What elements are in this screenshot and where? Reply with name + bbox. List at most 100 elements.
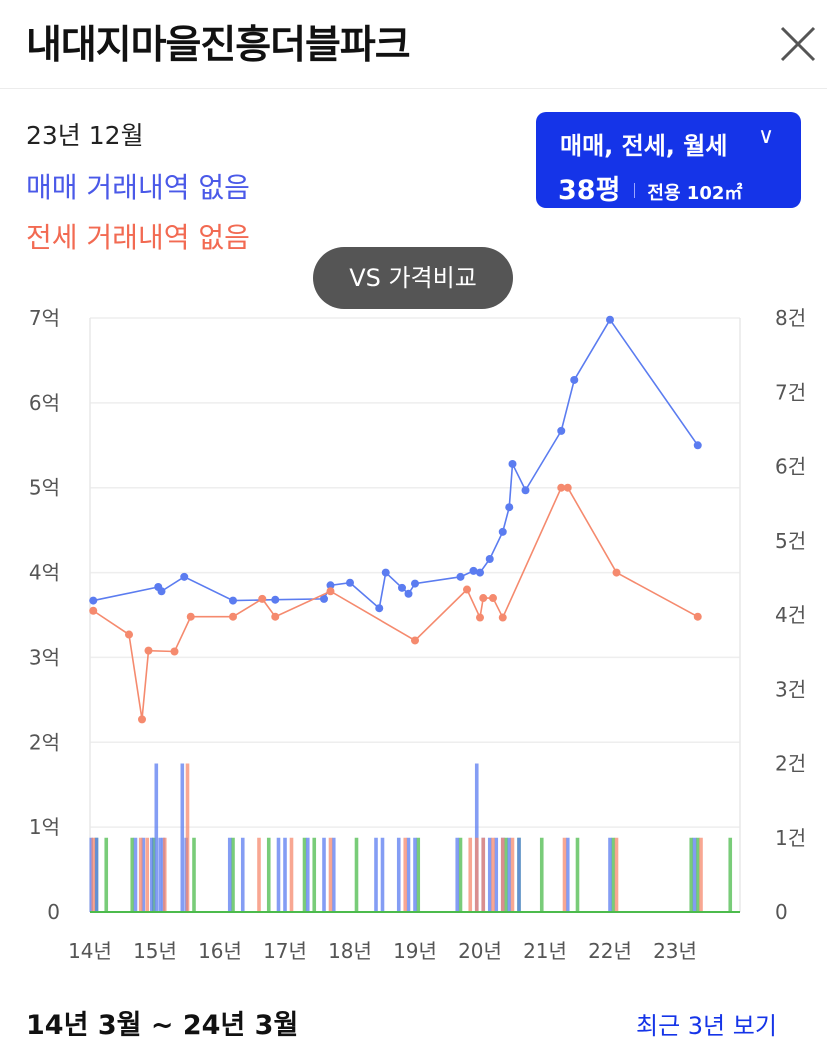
volume-bar-jeonse — [162, 837, 167, 912]
y-right-tick-label: 3건 — [775, 677, 806, 701]
header: 내대지마을진흥더블파크 — [0, 0, 827, 89]
pyeong-label: 38평 — [558, 175, 621, 206]
data-point-jeonse — [271, 612, 280, 621]
volume-bar-sale — [180, 763, 185, 912]
data-point-sale — [411, 579, 419, 588]
volume-bar-sale — [322, 837, 326, 912]
data-point-jeonse — [479, 594, 488, 603]
volume-bar-jeonse — [328, 837, 333, 912]
volume-bar-sale — [380, 837, 385, 912]
data-point-sale — [375, 604, 384, 613]
volume-bar-monthly — [130, 837, 135, 912]
volume-bar-jeonse — [562, 837, 567, 912]
y-left-tick-label: 2억 — [29, 730, 60, 754]
volume-bar-sale — [158, 837, 162, 912]
volume-bar-sale — [374, 837, 378, 912]
date-range: 14년 3월 ~ 24년 3월 — [26, 1010, 299, 1041]
data-point-jeonse — [125, 630, 133, 639]
data-point-sale — [693, 441, 702, 450]
x-tick-label: 22년 — [588, 939, 632, 963]
volume-bar-jeonse — [257, 837, 261, 912]
volume-bar-jeonse — [491, 837, 495, 912]
volume-bar-sale — [396, 837, 401, 912]
y-left-tick-label: 4억 — [29, 561, 60, 585]
volume-bar-sale — [240, 837, 245, 912]
volume-bar-monthly — [504, 837, 508, 912]
volume-bar-jeonse — [481, 837, 486, 912]
volume-bar-jeonse — [145, 837, 149, 912]
volume-bar-sale — [305, 837, 310, 912]
volume-bar-sale — [517, 837, 521, 912]
data-point-jeonse — [411, 636, 419, 645]
area-label: 전용 102㎡ — [647, 183, 743, 204]
volume-bar-sale — [608, 837, 612, 912]
deal-type-label: 매매, 전세, 월세 — [560, 132, 728, 160]
data-point-jeonse — [186, 612, 195, 621]
data-point-sale — [508, 459, 517, 468]
volume-bar-monthly — [104, 837, 109, 912]
y-right-tick-label: 1건 — [775, 826, 806, 850]
volume-bar-monthly — [266, 837, 271, 912]
volume-bar-sale — [141, 837, 146, 912]
data-point-sale — [381, 568, 390, 577]
data-point-jeonse — [489, 594, 497, 603]
price-chart[interactable]: 0 1억 2억 3억 4억 5억 6억 7억 0 1건 2건 3건 4건 5건 6건 7건 8건 14년 15년 16… — [0, 285, 827, 985]
volume-bar-monthly — [151, 837, 156, 912]
data-point-sale — [570, 375, 579, 384]
y-right-tick-label: 6건 — [775, 455, 806, 479]
data-point-jeonse — [229, 612, 237, 621]
chevron-down-icon: ∨ — [758, 124, 775, 149]
x-tick-label: 18년 — [328, 939, 372, 963]
x-tick-label: 16년 — [198, 939, 242, 963]
data-point-sale — [505, 503, 514, 512]
volume-bar-sale — [276, 837, 281, 912]
volume-bar-monthly — [689, 837, 694, 912]
y-right-tick-label: 5건 — [775, 529, 806, 553]
data-point-jeonse — [258, 594, 267, 603]
volume-bar-sale — [494, 837, 499, 912]
data-point-sale — [476, 568, 484, 577]
y-left-tick-label: 3억 — [29, 645, 60, 669]
vs-compare-button[interactable]: VS 가격비교 — [313, 247, 513, 309]
y-left-tick-label: 5억 — [29, 476, 60, 500]
volume-bar-jeonse — [185, 763, 190, 912]
volume-bar-monthly — [458, 837, 463, 912]
sale-status: 매매 거래내역 없음 — [26, 171, 250, 204]
data-point-sale — [404, 589, 413, 598]
data-point-jeonse — [693, 612, 702, 621]
volume-bar-sale — [154, 763, 159, 912]
volume-bar-sale — [507, 837, 512, 912]
volume-bar-sale — [94, 837, 99, 912]
volume-bar-jeonse — [614, 837, 619, 912]
x-tick-label: 15년 — [133, 939, 177, 963]
jeonse-status: 전세 거래내역 없음 — [26, 221, 250, 254]
data-point-sale — [180, 572, 189, 581]
data-point-jeonse — [563, 483, 572, 492]
close-icon[interactable] — [774, 20, 822, 68]
volume-bar-monthly — [728, 837, 733, 912]
deal-type-selector[interactable]: 매매, 전세, 월세 ∨ 38평 전용 102㎡ — [536, 112, 801, 208]
data-point-sale — [469, 566, 478, 575]
divider — [634, 183, 636, 198]
selected-date: 23년 12월 — [26, 121, 144, 150]
y-right-tick-label: 0 — [775, 900, 788, 924]
data-point-sale — [606, 315, 614, 324]
series-line-jeonse — [92, 486, 699, 720]
y-right-tick-label: 4건 — [775, 603, 806, 627]
data-point-sale — [89, 596, 98, 605]
data-point-jeonse — [144, 646, 153, 655]
volume-bar-jeonse — [510, 837, 515, 912]
x-tick-label: 21년 — [523, 939, 567, 963]
volume-bar-monthly — [416, 837, 421, 912]
x-tick-label: 14년 — [68, 939, 112, 963]
recent-3-years-link[interactable]: 최근 3년 보기 — [636, 1012, 777, 1040]
data-point-sale — [157, 587, 166, 596]
volume-bar-sale — [89, 837, 94, 912]
volume-bar-monthly — [354, 837, 359, 912]
data-point-sale — [326, 581, 335, 590]
data-point-sale — [320, 594, 328, 603]
data-point-sale — [498, 527, 507, 536]
x-tick-label: 20년 — [458, 939, 502, 963]
volume-bar-sale — [455, 837, 460, 912]
data-point-sale — [229, 596, 237, 605]
